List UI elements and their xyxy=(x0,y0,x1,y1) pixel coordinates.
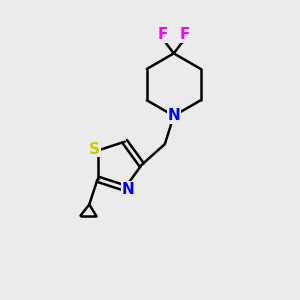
Text: N: N xyxy=(122,182,134,197)
Text: S: S xyxy=(89,142,100,157)
Text: N: N xyxy=(167,108,180,123)
Text: F: F xyxy=(158,27,168,42)
Text: F: F xyxy=(180,27,190,42)
